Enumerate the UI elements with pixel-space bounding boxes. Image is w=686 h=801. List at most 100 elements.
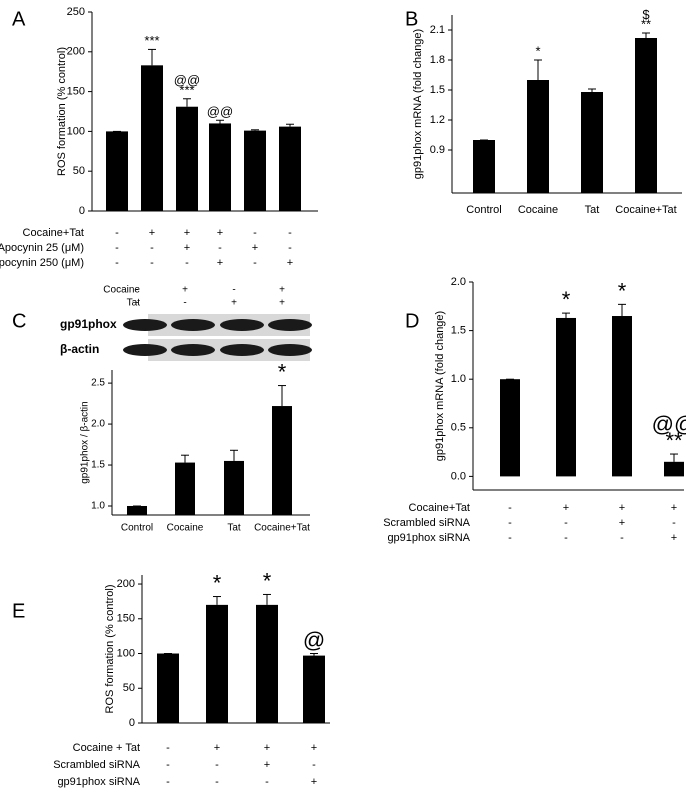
significance-label: @ — [303, 627, 325, 652]
bar — [581, 92, 603, 193]
x-tick-label: Control — [121, 523, 153, 534]
row-mark: - — [312, 759, 316, 771]
bar — [500, 379, 520, 477]
y-tick-label: 200 — [117, 578, 135, 590]
y-tick-label: 1.2 — [430, 114, 445, 126]
x-tick-label: Cocaine+Tat — [254, 523, 310, 534]
bar — [527, 80, 549, 193]
row-label: Scrambled siRNA — [383, 517, 470, 529]
y-tick-label: 0.5 — [451, 422, 466, 434]
y-tick-label: 1.5 — [91, 460, 105, 471]
row-mark: - — [253, 257, 257, 269]
bar — [106, 131, 128, 211]
row-label: Tat — [127, 298, 141, 309]
bar — [473, 140, 495, 193]
row-mark: - — [508, 532, 512, 544]
row-mark: + — [264, 742, 270, 754]
row-label: Cocaine + Tat — [73, 742, 140, 754]
blot-band — [220, 344, 264, 356]
bar — [157, 653, 179, 723]
bar — [279, 126, 301, 211]
panel-label: A — [12, 8, 26, 30]
x-tick-label: Cocaine — [518, 204, 558, 216]
y-axis-label: gp91phox mRNA (fold change) — [434, 311, 446, 461]
row-mark: - — [135, 298, 138, 309]
row-mark: + — [231, 298, 237, 309]
blot-band — [123, 344, 167, 356]
row-mark: - — [150, 257, 154, 269]
row-mark: - — [232, 285, 235, 296]
row-mark: - — [135, 285, 138, 296]
row-mark: - — [672, 517, 676, 529]
y-tick-label: 1.5 — [430, 84, 445, 96]
row-mark: - — [265, 776, 269, 788]
row-label: Cocaine+Tat — [409, 502, 470, 514]
blot-label: gp91phox — [60, 317, 117, 331]
x-tick-label: Tat — [227, 523, 241, 534]
row-mark: + — [264, 759, 270, 771]
significance-label: * — [562, 287, 571, 312]
y-tick-label: 100 — [117, 647, 135, 659]
y-axis-label: ROS formation (% control) — [104, 585, 116, 714]
row-mark: + — [214, 742, 220, 754]
row-mark: + — [279, 298, 285, 309]
significance-label: @@ — [207, 104, 233, 119]
panel-label: B — [405, 8, 418, 30]
blot-band — [123, 319, 167, 331]
bar — [635, 38, 657, 193]
bar — [612, 316, 632, 477]
y-tick-label: 150 — [117, 613, 135, 625]
significance-label: * — [535, 44, 540, 59]
row-mark: - — [150, 242, 154, 254]
significance-label: ** — [641, 17, 651, 32]
row-mark: + — [563, 502, 569, 514]
y-tick-label: 200 — [67, 46, 85, 58]
row-mark: + — [671, 532, 677, 544]
row-mark: - — [183, 298, 186, 309]
blot-band — [171, 319, 215, 331]
row-label: gp91phox siRNA — [387, 532, 470, 544]
row-mark: - — [218, 242, 222, 254]
row-mark: + — [184, 242, 190, 254]
significance-label: *** — [179, 82, 194, 97]
y-tick-label: 2.0 — [91, 419, 105, 430]
bar — [272, 406, 292, 515]
x-tick-label: Control — [466, 204, 501, 216]
row-mark: + — [149, 227, 155, 239]
significance-label: * — [618, 278, 627, 303]
row-mark: - — [215, 759, 219, 771]
significance-label: * — [213, 570, 222, 595]
significance-label: @@ — [174, 73, 200, 88]
row-mark: - — [508, 517, 512, 529]
row-mark: + — [619, 502, 625, 514]
y-tick-label: 1.5 — [451, 325, 466, 337]
y-tick-label: 0.0 — [451, 470, 466, 482]
row-label: Cocaine+Tat — [23, 227, 84, 239]
panel-label: C — [12, 310, 26, 332]
bar — [206, 604, 228, 723]
significance-label: *** — [144, 33, 159, 48]
bar — [244, 130, 266, 211]
bar — [176, 106, 198, 211]
y-tick-label: 2.0 — [451, 276, 466, 288]
row-mark: - — [215, 776, 219, 788]
significance-label: * — [278, 359, 287, 384]
row-mark: - — [564, 532, 568, 544]
bar — [303, 655, 325, 723]
y-axis-label: gp91phox / β-actin — [80, 401, 91, 483]
row-label: Apocynin 250 (μM) — [0, 257, 84, 269]
y-tick-label: 50 — [73, 165, 85, 177]
row-mark: - — [115, 242, 119, 254]
row-mark: + — [217, 257, 223, 269]
panel-label: D — [405, 310, 419, 332]
bar — [209, 123, 231, 211]
row-mark: + — [287, 257, 293, 269]
row-mark: + — [182, 285, 188, 296]
row-mark: - — [564, 517, 568, 529]
y-axis-label: ROS formation (% control) — [56, 47, 68, 176]
y-tick-label: 0 — [129, 717, 135, 729]
row-mark: - — [508, 502, 512, 514]
panel-label: E — [12, 600, 25, 622]
y-tick-label: 50 — [123, 682, 135, 694]
blot-band — [171, 344, 215, 356]
